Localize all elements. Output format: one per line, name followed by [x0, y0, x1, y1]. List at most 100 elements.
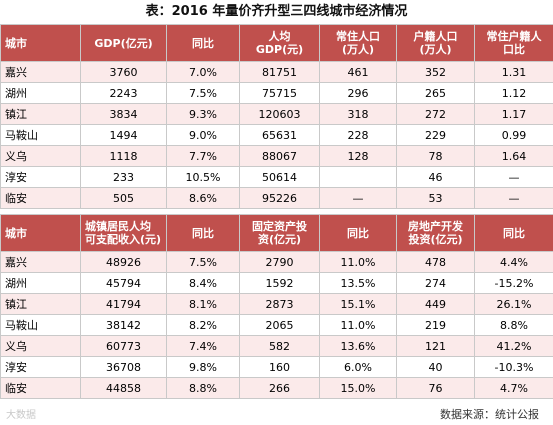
value-cell: 10.5%	[166, 166, 240, 188]
header-cell: 同比	[166, 214, 240, 252]
value-cell: -15.2%	[474, 272, 553, 294]
value-cell: 13.5%	[319, 272, 397, 294]
value-cell: 75715	[239, 82, 320, 104]
value-cell: 15.1%	[319, 293, 397, 315]
header-cell: 房地产开发 投资(亿元)	[396, 214, 475, 252]
value-cell: 76	[396, 377, 475, 399]
value-cell: 2790	[239, 251, 320, 273]
value-cell: 219	[396, 314, 475, 336]
value-cell: 65631	[239, 124, 320, 146]
value-cell: 46	[396, 166, 475, 188]
value-cell: 228	[319, 124, 397, 146]
footer-bar	[0, 404, 553, 425]
value-cell: 1.12	[474, 82, 553, 104]
city-cell: 湖州	[0, 272, 81, 294]
table-row: 临安 505 8.6% 95226—53—	[0, 187, 553, 209]
value-cell: 44858	[80, 377, 167, 399]
table-row: 镇江 3834 9.3% 120603 318 272 1.17	[0, 103, 553, 125]
value-cell: 272	[396, 103, 475, 125]
value-cell: 121	[396, 335, 475, 357]
value-cell: 505	[80, 187, 167, 209]
table-row: 湖州 2243 7.5% 75715 296 265 1.12	[0, 82, 553, 104]
value-cell: —	[319, 187, 397, 209]
city-cell: 义乌	[0, 335, 81, 357]
value-cell: 318	[319, 103, 397, 125]
value-cell: 1.31	[474, 61, 553, 83]
value-cell: 11.0%	[319, 314, 397, 336]
value-cell: 3834	[80, 103, 167, 125]
value-cell: 582	[239, 335, 320, 357]
city-cell: 马鞍山	[0, 124, 81, 146]
value-cell: 229	[396, 124, 475, 146]
economy-table-bottom: 城市 城镇居民人均 可支配收入(元) 同比 固定资产投 资(亿元) 同比 房地产…	[0, 214, 553, 399]
value-cell: 352	[396, 61, 475, 83]
value-cell: 7.5%	[166, 82, 240, 104]
value-cell: 7.5%	[166, 251, 240, 273]
value-cell: 233	[80, 166, 167, 188]
value-cell: 15.0%	[319, 377, 397, 399]
header-cell: 常住人口 (万人)	[319, 24, 397, 62]
value-cell: 40	[396, 356, 475, 378]
table-row: 淳安 233 10.5% 50614 46—	[0, 166, 553, 188]
value-cell: 9.8%	[166, 356, 240, 378]
value-cell: 478	[396, 251, 475, 273]
table-row: 淳安 36708 9.8% 160 6.0% 40 -10.3%	[0, 356, 553, 378]
value-cell: 8.2%	[166, 314, 240, 336]
value-cell: 9.3%	[166, 103, 240, 125]
table-row: 临安 44858 8.8% 266 15.0% 76 4.7%	[0, 377, 553, 399]
value-cell: 296	[319, 82, 397, 104]
value-cell: 50614	[239, 166, 320, 188]
source-note: 数据来源：统计公报	[440, 408, 539, 421]
header-cell: 户籍人口 (万人)	[396, 24, 475, 62]
table-row: 义乌 60773 7.4% 582 13.6% 121 41.2%	[0, 335, 553, 357]
value-cell: 6.0%	[319, 356, 397, 378]
table-header-row: 城市 GDP(亿元) 同比 人均 GDP(元) 常住人口 (万人) 户籍人口 (…	[0, 24, 553, 62]
value-cell: 1494	[80, 124, 167, 146]
city-cell: 义乌	[0, 145, 81, 167]
value-cell: 1118	[80, 145, 167, 167]
table-row: 马鞍山 38142 8.2% 2065 11.0% 219 8.8%	[0, 314, 553, 336]
header-cell: 常住户籍人 口比	[474, 24, 553, 62]
value-cell: 7.7%	[166, 145, 240, 167]
header-cell: 同比	[166, 24, 240, 62]
value-cell: 2873	[239, 293, 320, 315]
value-cell: 8.8%	[166, 377, 240, 399]
value-cell: —	[474, 187, 553, 209]
city-cell: 淳安	[0, 356, 81, 378]
value-cell: 11.0%	[319, 251, 397, 273]
city-cell: 临安	[0, 187, 81, 209]
value-cell: 88067	[239, 145, 320, 167]
watermark: 大数据	[6, 410, 36, 421]
value-cell: —	[474, 166, 553, 188]
header-cell: 同比	[319, 214, 397, 252]
value-cell: 8.6%	[166, 187, 240, 209]
table-row: 嘉兴 48926 7.5% 2790 11.0% 478 4.4%	[0, 251, 553, 273]
table-title: 表：2016 年量价齐升型三四线城市经济情况	[145, 4, 408, 19]
value-cell: 81751	[239, 61, 320, 83]
value-cell: 1.64	[474, 145, 553, 167]
value-cell: -10.3%	[474, 356, 553, 378]
value-cell: 48926	[80, 251, 167, 273]
value-cell: 3760	[80, 61, 167, 83]
header-cell: GDP(亿元)	[80, 24, 167, 62]
value-cell: 8.8%	[474, 314, 553, 336]
table-row: 湖州 45794 8.4% 1592 13.5% 274 -15.2%	[0, 272, 553, 294]
value-cell	[319, 166, 397, 188]
value-cell: 128	[319, 145, 397, 167]
value-cell: 1.17	[474, 103, 553, 125]
value-cell: 4.4%	[474, 251, 553, 273]
value-cell: 2065	[239, 314, 320, 336]
value-cell: 36708	[80, 356, 167, 378]
value-cell: 9.0%	[166, 124, 240, 146]
value-cell: 4.7%	[474, 377, 553, 399]
value-cell: 45794	[80, 272, 167, 294]
value-cell: 7.0%	[166, 61, 240, 83]
value-cell: 461	[319, 61, 397, 83]
value-cell: 449	[396, 293, 475, 315]
header-cell: 城市	[0, 214, 81, 252]
city-cell: 镇江	[0, 103, 81, 125]
table-row: 马鞍山 1494 9.0% 65631 228 229 0.99	[0, 124, 553, 146]
city-cell: 嘉兴	[0, 61, 81, 83]
value-cell: 120603	[239, 103, 320, 125]
value-cell: 41.2%	[474, 335, 553, 357]
